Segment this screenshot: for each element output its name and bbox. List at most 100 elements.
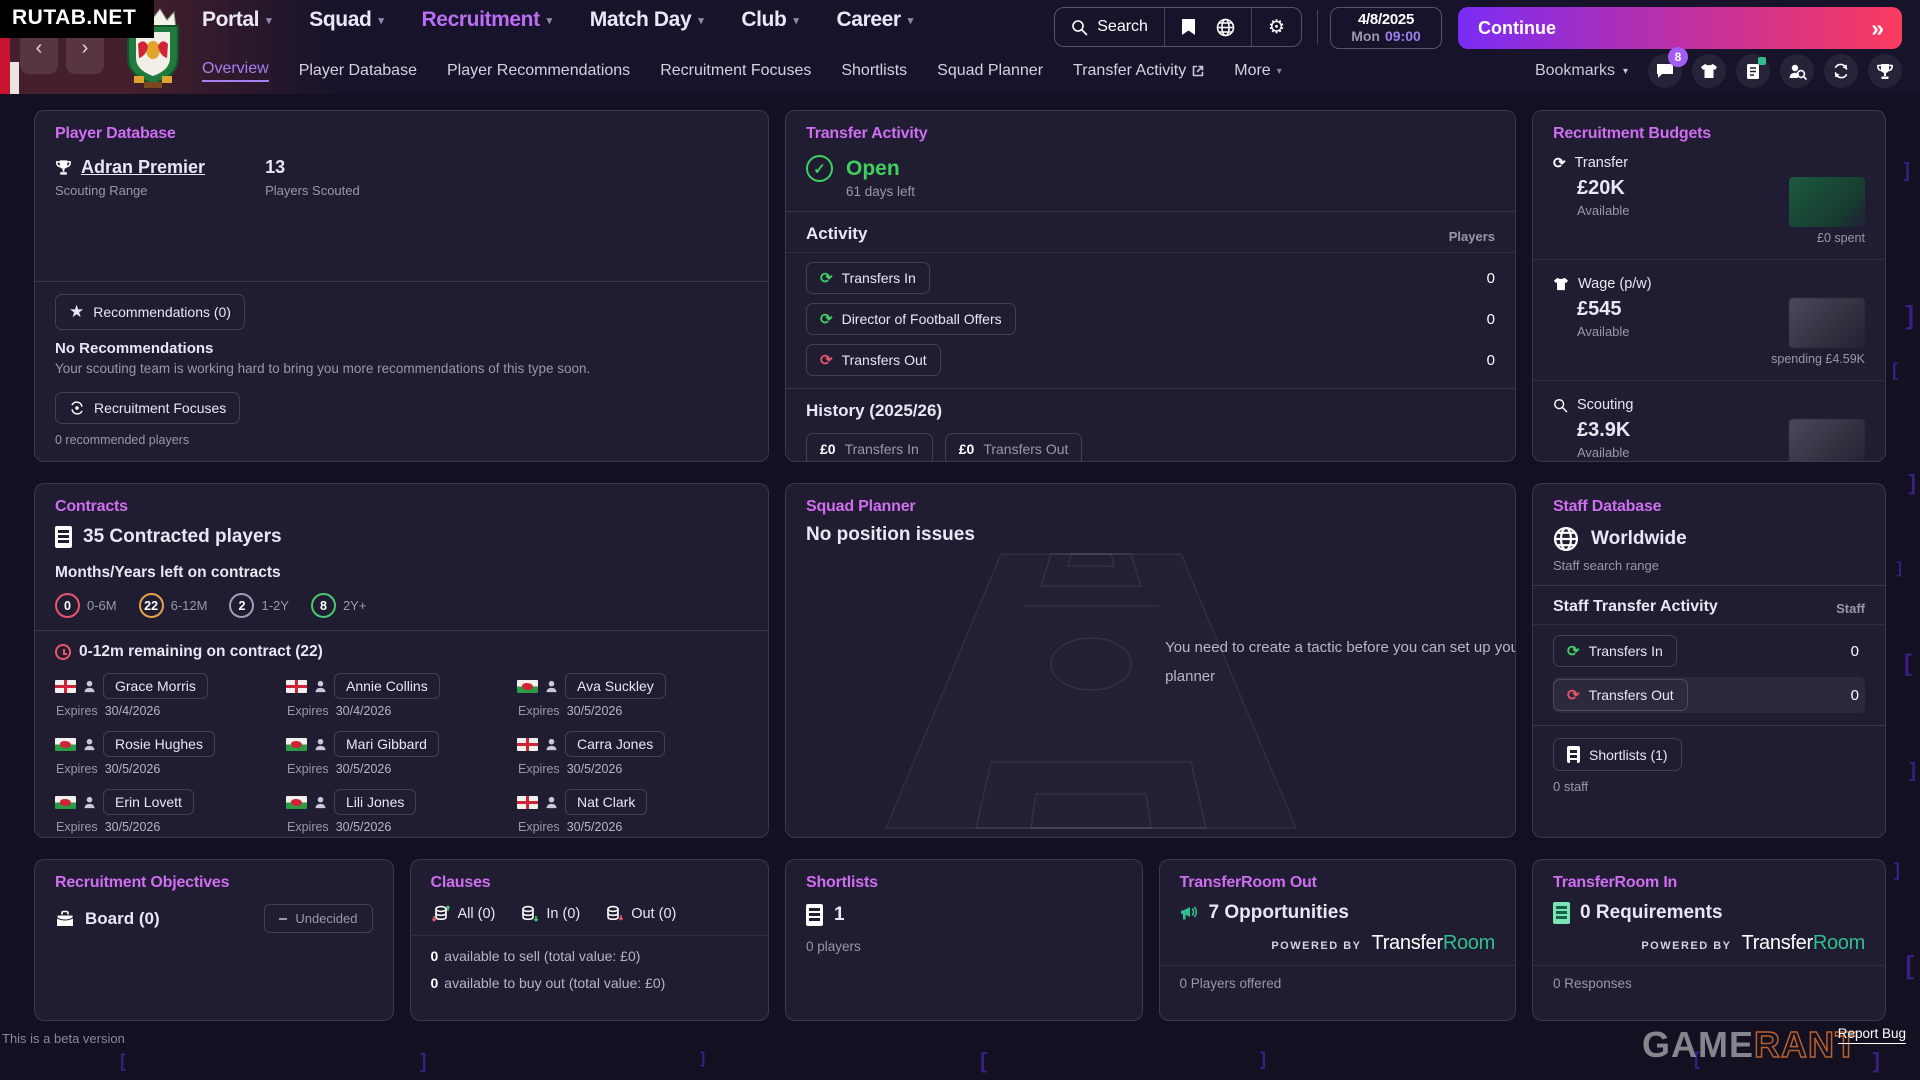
activity-heading: Activity bbox=[806, 224, 868, 243]
transfers-in-button[interactable]: ⟳ Transfers In bbox=[806, 262, 930, 294]
player-name-button[interactable]: Carra Jones bbox=[565, 731, 666, 757]
person-icon bbox=[315, 796, 326, 808]
player-row: Annie Collins Expires 30/4/2026 bbox=[286, 673, 517, 718]
squad-planner-card: Squad Planner No position issues You nee… bbox=[785, 483, 1516, 838]
staff-database-card: Staff Database Worldwide Staff search ra… bbox=[1532, 483, 1886, 838]
bookmark-icon[interactable] bbox=[1181, 18, 1196, 36]
transfers-in-count: 0 bbox=[1486, 269, 1495, 287]
nav-squad[interactable]: Squad ▾ bbox=[309, 8, 384, 31]
messages-button[interactable]: 8 bbox=[1648, 47, 1688, 88]
person-icon bbox=[546, 680, 557, 692]
transfer-budget-note: £0 spent bbox=[1817, 231, 1865, 245]
globe-icon[interactable] bbox=[1216, 18, 1235, 37]
board-objectives[interactable]: Board (0) bbox=[85, 908, 160, 928]
powered-by-transferroom: POWERED BY TransferRoom bbox=[1641, 932, 1865, 954]
card-title: Shortlists bbox=[806, 874, 878, 891]
shirt-badge-icon bbox=[1747, 63, 1759, 79]
toolbar: Search ⚙ bbox=[1054, 7, 1302, 47]
player-name-button[interactable]: Nat Clark bbox=[565, 789, 648, 815]
game-date[interactable]: 4/8/2025 Mon 09:00 bbox=[1330, 7, 1442, 49]
player-name-button[interactable]: Annie Collins bbox=[334, 673, 440, 699]
staff-transfers-in-button[interactable]: ⟳ Transfers In bbox=[1553, 635, 1677, 667]
subnav-squad-planner[interactable]: Squad Planner bbox=[937, 62, 1044, 79]
refresh-button[interactable] bbox=[1824, 54, 1858, 88]
staff-activity-heading: Staff Transfer Activity bbox=[1553, 598, 1718, 615]
nav-career[interactable]: Career ▾ bbox=[836, 8, 914, 31]
person-icon bbox=[84, 796, 95, 808]
refresh-icon bbox=[1834, 63, 1848, 79]
undecided-button[interactable]: Undecided bbox=[264, 904, 373, 933]
card-title: Squad Planner bbox=[806, 498, 916, 515]
subnav-transfer-activity[interactable]: Transfer Activity bbox=[1073, 62, 1204, 80]
history-transfers-out-button[interactable]: £0 Transfers Out bbox=[944, 433, 1083, 461]
nav-portal[interactable]: Portal ▾ bbox=[202, 8, 272, 31]
contract-badge-0-6m[interactable]: 0 0-6M bbox=[55, 593, 117, 618]
history-transfers-in-button[interactable]: £0 Transfers In bbox=[806, 433, 933, 461]
clauses-filter-out[interactable]: Out (0) bbox=[604, 904, 676, 923]
cycle-in-icon: ⟳ bbox=[1567, 642, 1580, 660]
recruitment-focuses-button[interactable]: Recruitment Focuses bbox=[55, 392, 241, 424]
nav-match-day[interactable]: Match Day ▾ bbox=[589, 8, 704, 31]
pitch-outline bbox=[884, 553, 1298, 829]
cycle-out-icon: ⟳ bbox=[820, 351, 833, 369]
external-link-icon bbox=[1192, 65, 1204, 77]
no-recommendations-title: No Recommendations bbox=[55, 340, 214, 357]
expiring-players-grid: Grace Morris Expires 30/4/2026 Annie Coll… bbox=[55, 673, 748, 834]
transfer-activity-card: Transfer Activity ✓ Open 61 days left Ac… bbox=[785, 110, 1516, 462]
staff-shortlists-button[interactable]: Shortlists (1) bbox=[1553, 738, 1682, 771]
subnav-overview[interactable]: Overview bbox=[202, 60, 269, 82]
nav-club[interactable]: Club ▾ bbox=[741, 8, 799, 31]
clauses-filter-all[interactable]: All (0) bbox=[431, 904, 495, 923]
scout-search-button[interactable] bbox=[1780, 54, 1814, 88]
person-icon bbox=[84, 738, 95, 750]
wage-shirt-icon bbox=[1554, 277, 1568, 291]
report-bug-link[interactable]: Report Bug bbox=[1837, 1026, 1906, 1044]
players-scouted-label: Players Scouted bbox=[265, 183, 360, 198]
transferroom-out-card: TransferRoom Out 7 Opportunities POWERED… bbox=[1158, 859, 1516, 1021]
contract-badge-2y-plus[interactable]: 8 2Y+ bbox=[310, 593, 366, 618]
shirt-button[interactable] bbox=[1692, 54, 1726, 88]
dof-offers-button[interactable]: ⟳ Director of Football Offers bbox=[806, 303, 1016, 335]
subnav-shortlists[interactable]: Shortlists bbox=[841, 62, 908, 79]
card-title: Contracts bbox=[55, 498, 128, 515]
scouting-budget-chart bbox=[1789, 419, 1865, 461]
flag-icon bbox=[286, 795, 307, 809]
transfer-budget-value: £20K bbox=[1577, 177, 1625, 199]
clock-icon bbox=[55, 644, 71, 660]
subnav-more[interactable]: More ▾ bbox=[1234, 62, 1282, 79]
trophy-button[interactable] bbox=[1868, 54, 1902, 88]
chevron-down-icon: ▾ bbox=[546, 14, 553, 27]
notification-badge: 8 bbox=[1668, 47, 1688, 67]
scouting-range-link[interactable]: Adran Premier bbox=[81, 157, 206, 177]
player-name-button[interactable]: Erin Lovett bbox=[103, 789, 194, 815]
player-name-button[interactable]: Rosie Hughes bbox=[103, 731, 215, 757]
clauses-card: Clauses All (0) In (0) Out (0) 0 availabl… bbox=[409, 859, 769, 1021]
contract-badge-1-2y[interactable]: 2 1-2Y bbox=[229, 593, 289, 618]
search-button[interactable]: Search bbox=[1055, 8, 1164, 46]
messages-icon bbox=[1657, 64, 1673, 78]
no-recommendations-text: Your scouting team is working hard to br… bbox=[55, 361, 591, 376]
recommended-players-note: 0 recommended players bbox=[55, 433, 190, 447]
continue-button[interactable]: Continue » bbox=[1458, 7, 1902, 49]
clauses-filter-in[interactable]: In (0) bbox=[519, 904, 580, 923]
contract-badge-6-12m[interactable]: 22 6-12M bbox=[138, 593, 207, 618]
bookmarks-dropdown[interactable]: Bookmarks ▾ bbox=[1534, 62, 1628, 79]
subnav-player-database[interactable]: Player Database bbox=[298, 62, 417, 79]
shirt-badge-button[interactable] bbox=[1736, 54, 1770, 88]
player-name-button[interactable]: Ava Suckley bbox=[565, 673, 666, 699]
recommendations-button[interactable]: ★ Recommendations (0) bbox=[55, 294, 245, 330]
nav-recruitment[interactable]: Recruitment ▾ bbox=[421, 8, 553, 31]
player-name-button[interactable]: Mari Gibbard bbox=[334, 731, 439, 757]
player-name-button[interactable]: Lili Jones bbox=[334, 789, 417, 815]
subnav-recruitment-focuses[interactable]: Recruitment Focuses bbox=[660, 62, 812, 79]
transfers-out-button[interactable]: ⟳ Transfers Out bbox=[806, 344, 941, 376]
staff-transfers-out-button[interactable]: ⟳ Transfers Out bbox=[1553, 679, 1688, 711]
subnav-player-recommendations[interactable]: Player Recommendations bbox=[446, 62, 631, 79]
gear-icon[interactable]: ⚙ bbox=[1267, 16, 1285, 38]
shortlists-players-note: 0 players bbox=[806, 939, 861, 954]
coins-in-icon bbox=[522, 905, 539, 922]
card-title: TransferRoom Out bbox=[1179, 874, 1317, 891]
player-name-button[interactable]: Grace Morris bbox=[103, 673, 208, 699]
briefcase-icon bbox=[56, 910, 74, 926]
coins-in-out-icon bbox=[431, 905, 450, 922]
